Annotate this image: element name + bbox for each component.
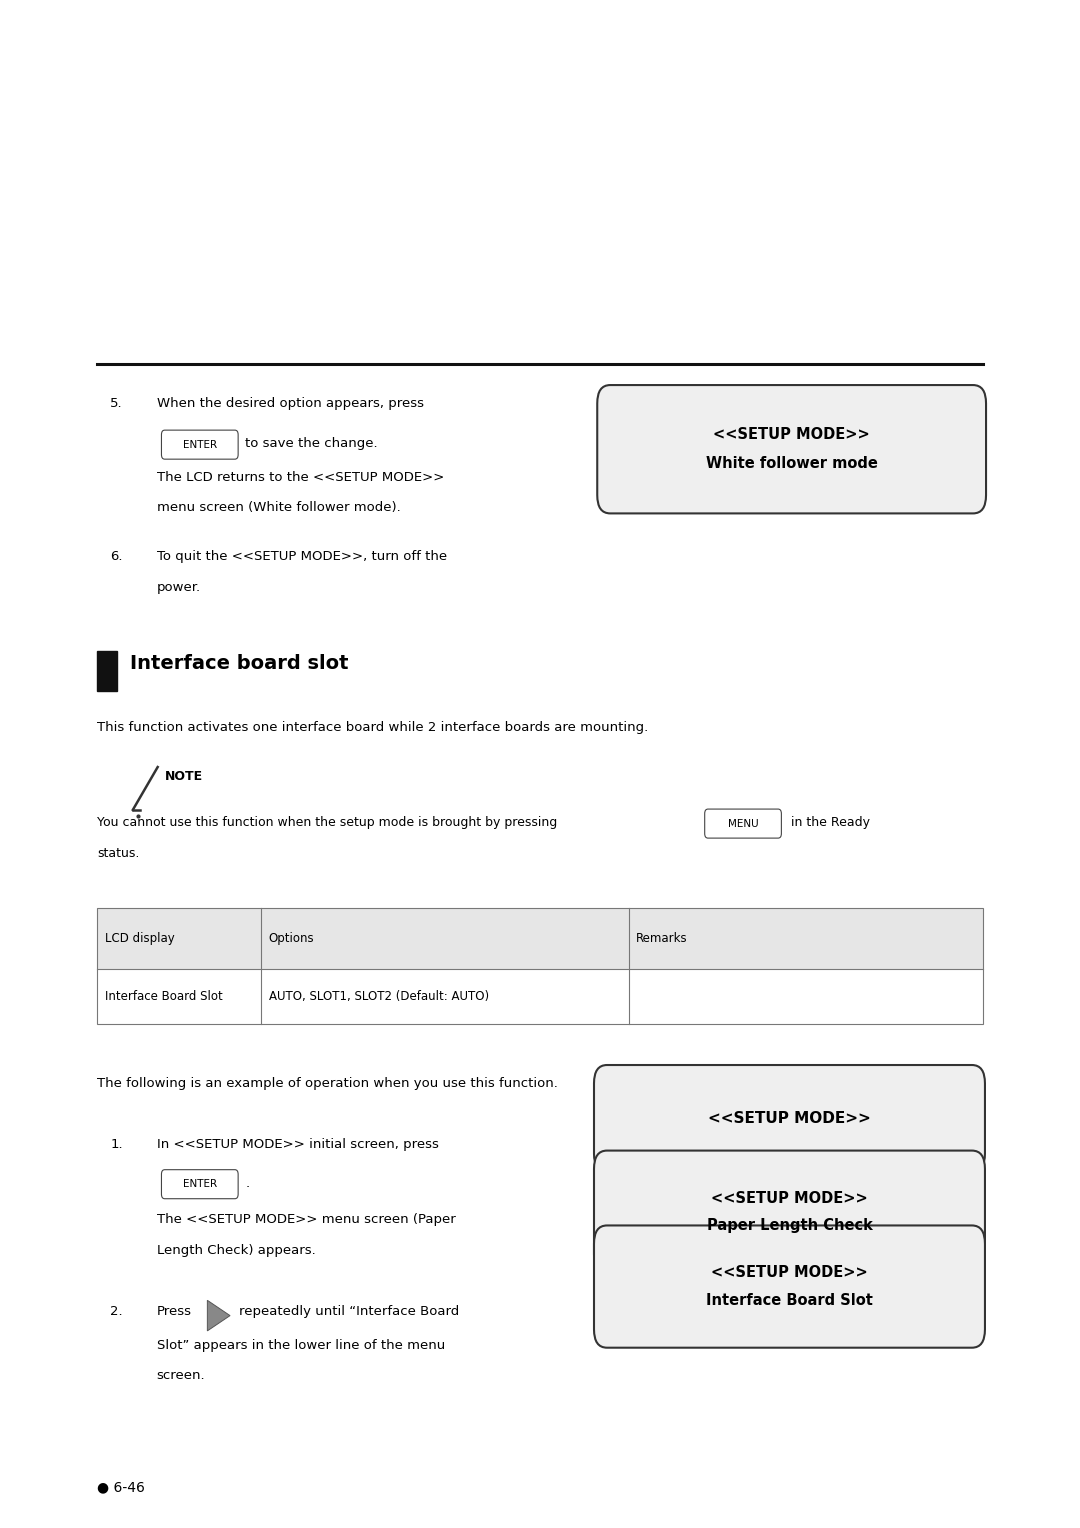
FancyBboxPatch shape	[162, 1170, 239, 1199]
Text: The LCD returns to the <<SETUP MODE>>: The LCD returns to the <<SETUP MODE>>	[157, 471, 444, 484]
Text: <<SETUP MODE>>: <<SETUP MODE>>	[713, 426, 870, 442]
Text: Options: Options	[269, 932, 314, 944]
Text: 1.: 1.	[110, 1138, 123, 1152]
Text: Interface Board Slot: Interface Board Slot	[706, 1293, 873, 1308]
Text: White follower mode: White follower mode	[705, 457, 878, 472]
FancyBboxPatch shape	[594, 1151, 985, 1273]
FancyBboxPatch shape	[594, 1065, 985, 1172]
FancyBboxPatch shape	[704, 810, 782, 839]
Polygon shape	[207, 1300, 230, 1331]
FancyBboxPatch shape	[597, 385, 986, 513]
Text: status.: status.	[97, 847, 139, 860]
Text: menu screen (White follower mode).: menu screen (White follower mode).	[157, 501, 401, 515]
Text: to save the change.: to save the change.	[245, 437, 378, 451]
Text: Interface Board Slot: Interface Board Slot	[105, 990, 222, 1002]
Text: .: .	[245, 1177, 249, 1190]
Text: Paper Length Check: Paper Length Check	[706, 1218, 873, 1233]
Text: power.: power.	[157, 581, 201, 594]
Text: When the desired option appears, press: When the desired option appears, press	[157, 397, 423, 411]
Text: NOTE: NOTE	[165, 770, 203, 784]
Text: The following is an example of operation when you use this function.: The following is an example of operation…	[97, 1077, 558, 1091]
FancyBboxPatch shape	[162, 431, 239, 458]
Text: ENTER: ENTER	[183, 1180, 217, 1189]
Text: To quit the <<SETUP MODE>>, turn off the: To quit the <<SETUP MODE>>, turn off the	[157, 550, 447, 564]
FancyBboxPatch shape	[594, 1225, 985, 1348]
Bar	[97, 908, 983, 1024]
Text: AUTO, SLOT1, SLOT2 (Default: AUTO): AUTO, SLOT1, SLOT2 (Default: AUTO)	[269, 990, 489, 1002]
Text: repeatedly until “Interface Board: repeatedly until “Interface Board	[239, 1305, 459, 1319]
Text: Slot” appears in the lower line of the menu: Slot” appears in the lower line of the m…	[157, 1339, 445, 1352]
Text: Length Check) appears.: Length Check) appears.	[157, 1244, 315, 1258]
Text: This function activates one interface board while 2 interface boards are mountin: This function activates one interface bo…	[97, 721, 648, 735]
Text: ENTER: ENTER	[183, 440, 217, 449]
Text: <<SETUP MODE>>: <<SETUP MODE>>	[708, 1111, 870, 1126]
Text: Remarks: Remarks	[636, 932, 688, 944]
Bar	[97, 651, 117, 691]
Text: <<SETUP MODE>>: <<SETUP MODE>>	[711, 1190, 868, 1206]
Bar	[97, 908, 983, 969]
Text: in the Ready: in the Ready	[791, 816, 869, 830]
Text: screen.: screen.	[157, 1369, 205, 1383]
Text: ● 6-46: ● 6-46	[97, 1481, 145, 1494]
Text: 6.: 6.	[110, 550, 123, 564]
Text: The <<SETUP MODE>> menu screen (Paper: The <<SETUP MODE>> menu screen (Paper	[157, 1213, 456, 1227]
Text: 5.: 5.	[110, 397, 123, 411]
Text: LCD display: LCD display	[105, 932, 175, 944]
Text: 2.: 2.	[110, 1305, 123, 1319]
Text: MENU: MENU	[728, 819, 758, 828]
Text: <<SETUP MODE>>: <<SETUP MODE>>	[711, 1265, 868, 1280]
Text: Interface board slot: Interface board slot	[130, 654, 348, 672]
Text: In <<SETUP MODE>> initial screen, press: In <<SETUP MODE>> initial screen, press	[157, 1138, 438, 1152]
Text: You cannot use this function when the setup mode is brought by pressing: You cannot use this function when the se…	[97, 816, 557, 830]
Text: Press: Press	[157, 1305, 191, 1319]
